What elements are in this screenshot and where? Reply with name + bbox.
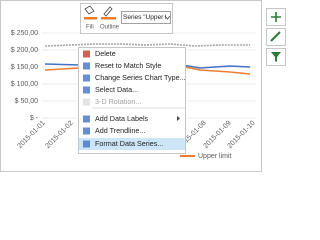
menu-icon (83, 74, 90, 82)
menu-icon (83, 86, 90, 94)
menu-item[interactable]: Add Trendline... (95, 126, 145, 135)
fill-button[interactable]: Fill (84, 5, 97, 31)
y-axis-label: $ 50,00 (15, 98, 38, 105)
y-axis-label: $ - (30, 115, 39, 122)
menu-icon (83, 115, 90, 123)
outline-button[interactable]: Outline (100, 6, 120, 31)
page: $ 250,00 $ 200,00 $ 150,00 $ 100,00 $ 50,00 $… (0, 0, 286, 172)
mini-toolbar: Fill Outline Series "Upper l (80, 3, 173, 34)
chart-buttons (266, 8, 286, 66)
y-axis-labels: $ 250,00 $ 200,00 $ 150,00 $ 100,00 $ 50,00 $… (11, 30, 39, 122)
menu-icon (83, 140, 90, 148)
menu-item[interactable]: Reset to Match Style (95, 61, 161, 70)
menu-highlight (79, 138, 185, 150)
y-axis-label: $ 200,00 (11, 47, 38, 54)
series-dropdown[interactable] (121, 11, 171, 24)
screenshot: $ 250,00 $ 200,00 $ 150,00 $ 100,00 $ 50,00 $… (0, 0, 286, 172)
menu-icon (83, 127, 90, 135)
outline-label: Outline (100, 25, 120, 31)
menu-icon (83, 50, 90, 58)
legend-entry[interactable]: Upper limit (198, 153, 232, 160)
y-axis-label: $ 150,00 (11, 64, 38, 71)
menu-item[interactable]: Change Series Chart Type... (95, 73, 186, 82)
menu-icon (83, 62, 90, 70)
context-menu: Delete Reset to Match Style Change Series … (78, 47, 186, 154)
gray-series-line[interactable] (44, 43, 250, 47)
menu-icon (83, 98, 90, 106)
menu-item[interactable]: Delete (95, 49, 116, 58)
menu-item: 3-D Rotation... (95, 97, 141, 106)
menu-items: Delete Reset to Match Style Change Series … (83, 49, 186, 148)
menu-item[interactable]: Format Data Series... (95, 139, 163, 148)
y-axis-label: $ 100,00 (11, 81, 38, 88)
menu-item[interactable]: Add Data Labels (95, 114, 149, 123)
fill-label: Fill (86, 25, 94, 31)
menu-item[interactable]: Select Data... (95, 85, 138, 94)
y-axis-label: $ 250,00 (11, 30, 38, 37)
series-dropdown-text: Series "Upper l (123, 14, 167, 21)
